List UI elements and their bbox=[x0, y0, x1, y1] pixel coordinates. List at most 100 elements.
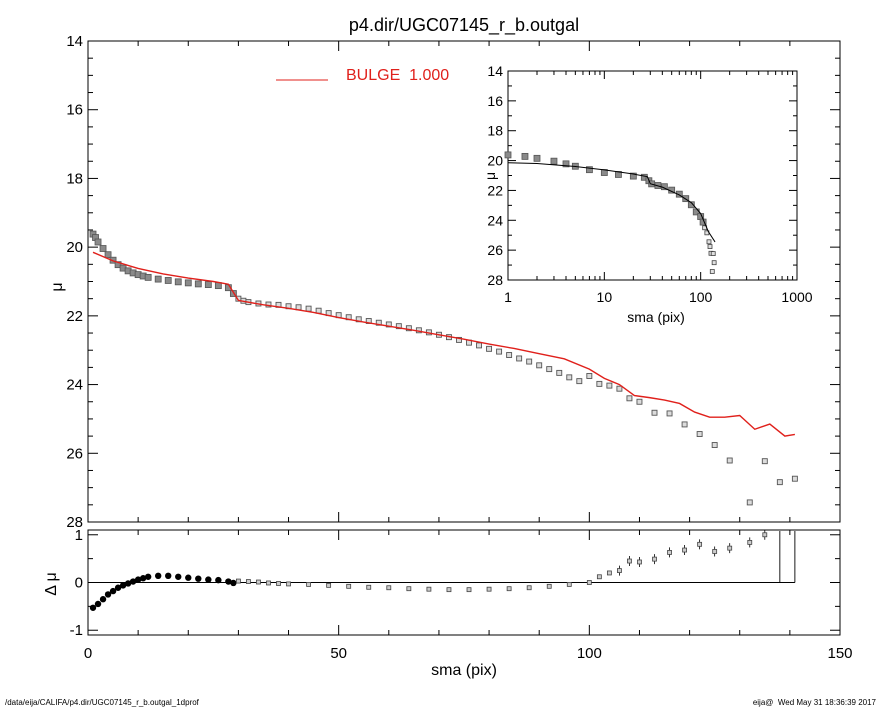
data-point bbox=[726, 457, 733, 464]
inset-y-tick-label: 18 bbox=[487, 123, 503, 139]
x-axis-label: sma (pix) bbox=[431, 662, 497, 679]
data-point bbox=[456, 336, 462, 343]
x-tick-label: 150 bbox=[827, 645, 852, 662]
residual-point bbox=[215, 576, 222, 584]
residual-point bbox=[747, 540, 753, 545]
main-y-tick-label: 18 bbox=[66, 170, 83, 187]
data-point bbox=[776, 479, 783, 486]
main-y-tick-label: 24 bbox=[66, 377, 83, 394]
data-point bbox=[711, 442, 718, 448]
data-point bbox=[556, 369, 563, 376]
residual-point bbox=[617, 568, 622, 573]
inset-data-point bbox=[687, 201, 695, 209]
residual-point bbox=[94, 600, 102, 608]
inset-data-point bbox=[706, 239, 712, 245]
data-point bbox=[99, 245, 107, 252]
data-point bbox=[636, 398, 643, 405]
data-point bbox=[154, 275, 162, 283]
chart-title: p4.dir/UGC07145_r_b.outgal bbox=[349, 15, 579, 36]
data-point bbox=[681, 421, 688, 428]
inset-y-tick-label: 14 bbox=[487, 63, 503, 79]
residual-point bbox=[134, 576, 142, 583]
residual-point bbox=[446, 587, 452, 593]
inset-data-point bbox=[562, 160, 570, 168]
residual-point bbox=[225, 578, 232, 585]
inset-plot-frame bbox=[507, 70, 798, 281]
residual-y-tick-label: -1 bbox=[70, 622, 83, 639]
inset-data-point bbox=[711, 260, 717, 266]
residual-point bbox=[486, 586, 492, 592]
data-point bbox=[586, 373, 593, 379]
residual-point bbox=[366, 584, 372, 590]
inset-x-tick-label: 1000 bbox=[781, 289, 812, 305]
residual-point bbox=[406, 586, 412, 592]
data-point bbox=[626, 395, 633, 402]
residual-point bbox=[109, 587, 117, 595]
residual-point bbox=[266, 580, 271, 586]
inset-data-point bbox=[586, 166, 593, 174]
inset-data-point bbox=[504, 151, 512, 159]
residual-point bbox=[139, 575, 147, 582]
residual-point bbox=[526, 585, 532, 591]
main-y-tick-label: 20 bbox=[66, 239, 83, 256]
residual-point bbox=[124, 580, 132, 587]
residual-point bbox=[712, 549, 718, 554]
data-point bbox=[194, 280, 202, 288]
residual-point bbox=[276, 581, 281, 586]
data-point bbox=[305, 305, 312, 312]
residual-point bbox=[627, 558, 632, 564]
data-point bbox=[375, 319, 382, 326]
data-point bbox=[616, 385, 623, 392]
inset-x-tick-label: 100 bbox=[689, 289, 713, 305]
data-point bbox=[144, 273, 152, 281]
main-y-tick-label: 26 bbox=[66, 445, 83, 462]
x-tick-label: 0 bbox=[84, 645, 92, 662]
residual-panel: 10-10 50 100 150 bbox=[70, 527, 853, 662]
inset-y-tick-label: 20 bbox=[487, 153, 503, 169]
bulge-model-line bbox=[92, 251, 795, 437]
data-point bbox=[526, 358, 533, 365]
inset-y-tick-label: 26 bbox=[487, 242, 503, 258]
x-tick-label: 50 bbox=[330, 645, 347, 662]
inset-x-tick-label: 10 bbox=[597, 289, 613, 305]
data-point bbox=[164, 277, 172, 284]
residual-point bbox=[326, 582, 332, 588]
residual-point bbox=[506, 586, 512, 592]
data-point bbox=[546, 366, 553, 373]
data-point bbox=[184, 279, 192, 287]
data-point bbox=[476, 342, 482, 349]
residual-point bbox=[286, 581, 291, 587]
residual-y-tick-label: 0 bbox=[75, 575, 83, 592]
main-y-tick-label: 28 bbox=[66, 514, 83, 531]
inset-model-line bbox=[507, 162, 716, 243]
data-point bbox=[696, 431, 703, 437]
data-point bbox=[395, 323, 402, 330]
residual-point bbox=[546, 583, 552, 589]
inset-y-tick-label: 28 bbox=[487, 272, 503, 288]
residual-point bbox=[667, 550, 672, 555]
data-point bbox=[761, 458, 768, 465]
inset-data-point bbox=[533, 154, 541, 162]
data-point bbox=[94, 238, 102, 246]
inset-x-label: sma (pix) bbox=[627, 309, 685, 325]
inset-y-tick-label: 16 bbox=[487, 93, 503, 109]
data-point bbox=[506, 352, 513, 358]
inset-data-point bbox=[550, 157, 558, 165]
data-point bbox=[536, 362, 543, 369]
data-point bbox=[174, 278, 182, 286]
residual-point bbox=[306, 582, 311, 587]
residual-point bbox=[246, 579, 251, 584]
data-point bbox=[596, 380, 603, 387]
data-point bbox=[114, 261, 122, 269]
inset-y-label: μ bbox=[482, 172, 498, 180]
data-point bbox=[746, 499, 753, 506]
inset-y-tick-label: 22 bbox=[487, 182, 503, 198]
main-y-tick-label: 16 bbox=[66, 102, 83, 119]
inset-data-point bbox=[675, 190, 683, 198]
main-y-tick-label: 14 bbox=[66, 33, 83, 50]
residual-y-label: Δ μ bbox=[43, 572, 60, 595]
inset-data-point bbox=[629, 172, 637, 180]
residual-point bbox=[89, 604, 97, 611]
residual-point bbox=[165, 572, 172, 580]
